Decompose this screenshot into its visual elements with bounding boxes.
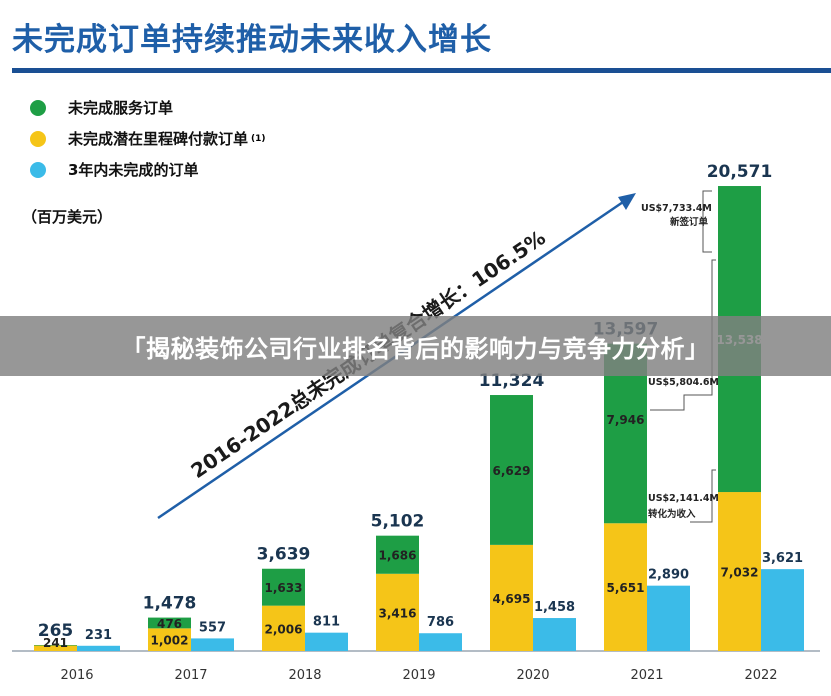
bracket-middle (650, 259, 716, 411)
data-label-service-2018: 1,633 (265, 581, 303, 595)
bar-service-2016 (34, 645, 77, 646)
x-tick-label-2018: 2018 (288, 668, 321, 683)
total-label-2022: 20,571 (707, 162, 773, 182)
total-label-2020: 11,324 (479, 371, 545, 391)
x-tick-label-2020: 2020 (516, 668, 549, 683)
data-label-3yr-2022: 3,621 (762, 551, 803, 566)
x-tick-label-2022: 2022 (744, 668, 777, 683)
x-tick-label-2017: 2017 (174, 668, 207, 683)
banner-text: 「揭秘装饰公司行业排名背后的影响力与竞争力分析」 (121, 334, 710, 363)
bar-3yr-2022 (761, 569, 804, 651)
trend-arrowhead (618, 193, 636, 210)
legend-label: 未完成潜在里程碑付款订单 (68, 130, 249, 148)
bar-milestone-2019 (376, 573, 419, 651)
annotation-new-orders-value: US$7,733.4M (641, 203, 712, 214)
total-label-2019: 5,102 (371, 512, 425, 532)
data-label-milestone-2017: 1,002 (151, 634, 189, 648)
bar-service-2019 (376, 535, 419, 574)
bar-3yr-2021 (647, 585, 690, 651)
data-label-service-2019: 1,686 (379, 549, 417, 563)
unit-label: （百万美元） (22, 208, 113, 226)
data-label-service-2017: 476 (157, 617, 182, 631)
annotation-new-orders-label: 新签订单 (670, 216, 709, 228)
data-label-milestone-2021: 5,651 (607, 581, 645, 595)
legend-footnote-marker: (1) (251, 133, 266, 144)
bar-milestone-2022 (718, 492, 761, 651)
legend-item-milestone: 未完成潜在里程碑付款订单 (1) (30, 123, 266, 154)
data-label-3yr-2019: 786 (427, 615, 454, 630)
bar-3yr-2017 (191, 638, 234, 651)
bar-milestone-2016 (34, 645, 77, 651)
data-label-service-2021: 7,946 (607, 413, 645, 427)
x-tick-label-2021: 2021 (630, 668, 663, 683)
page-title: 未完成订单持续推动未来收入增长 (12, 22, 492, 58)
bar-service-2017 (148, 617, 191, 629)
bar-3yr-2020 (533, 618, 576, 651)
legend-label: 3年内未完成的订单 (68, 161, 199, 179)
annotation-revenue-value: US$2,141.4M (648, 493, 719, 504)
data-label-milestone-2018: 2,006 (265, 622, 303, 636)
x-tick-label-2019: 2019 (402, 668, 435, 683)
x-tick-label-2016: 2016 (60, 668, 93, 683)
data-label-service-2020: 6,629 (493, 464, 531, 478)
bar-3yr-2019 (419, 633, 462, 651)
data-label-milestone-2020: 4,695 (493, 592, 531, 606)
bar-service-2018 (262, 568, 305, 606)
bar-milestone-2017 (148, 628, 191, 651)
total-label-2017: 1,478 (143, 594, 197, 614)
bar-milestone-2018 (262, 605, 305, 651)
data-label-milestone-2022: 7,032 (721, 566, 759, 580)
legend-item-service: 未完成服务订单 (30, 92, 266, 123)
legend-item-3yr: 3年内未完成的订单 (30, 154, 266, 185)
legend-swatch-yellow (30, 130, 46, 147)
overlay-banner: 「揭秘装饰公司行业排名背后的影响力与竞争力分析」 (0, 316, 831, 376)
bar-3yr-2018 (305, 632, 348, 651)
chart-legend: 未完成服务订单 未完成潜在里程碑付款订单 (1) 3年内未完成的订单 (30, 92, 266, 185)
data-label-milestone-2016: 241 (43, 636, 68, 650)
annotation-revenue-label: 转化为收入 (648, 508, 696, 520)
data-label-3yr-2021: 2,890 (648, 568, 689, 583)
legend-swatch-blue (30, 161, 46, 178)
bracket-new-orders (702, 190, 712, 253)
total-label-2018: 3,639 (257, 545, 311, 565)
data-label-3yr-2020: 1,458 (534, 600, 575, 615)
total-label-2016: 265 (38, 621, 74, 641)
bracket-revenue (690, 469, 716, 523)
data-label-milestone-2019: 3,416 (379, 606, 417, 620)
bar-service-2020 (490, 395, 533, 545)
bar-3yr-2016 (77, 645, 120, 651)
data-label-3yr-2018: 811 (313, 615, 340, 630)
bar-milestone-2020 (490, 544, 533, 651)
legend-swatch-green (30, 99, 46, 116)
annotation-middle-value: US$5,804.6M (648, 377, 719, 388)
bar-milestone-2021 (604, 523, 647, 651)
data-label-3yr-2016: 231 (85, 628, 112, 643)
data-label-3yr-2017: 557 (199, 620, 226, 635)
title-divider (12, 68, 831, 73)
legend-label: 未完成服务订单 (68, 99, 174, 117)
